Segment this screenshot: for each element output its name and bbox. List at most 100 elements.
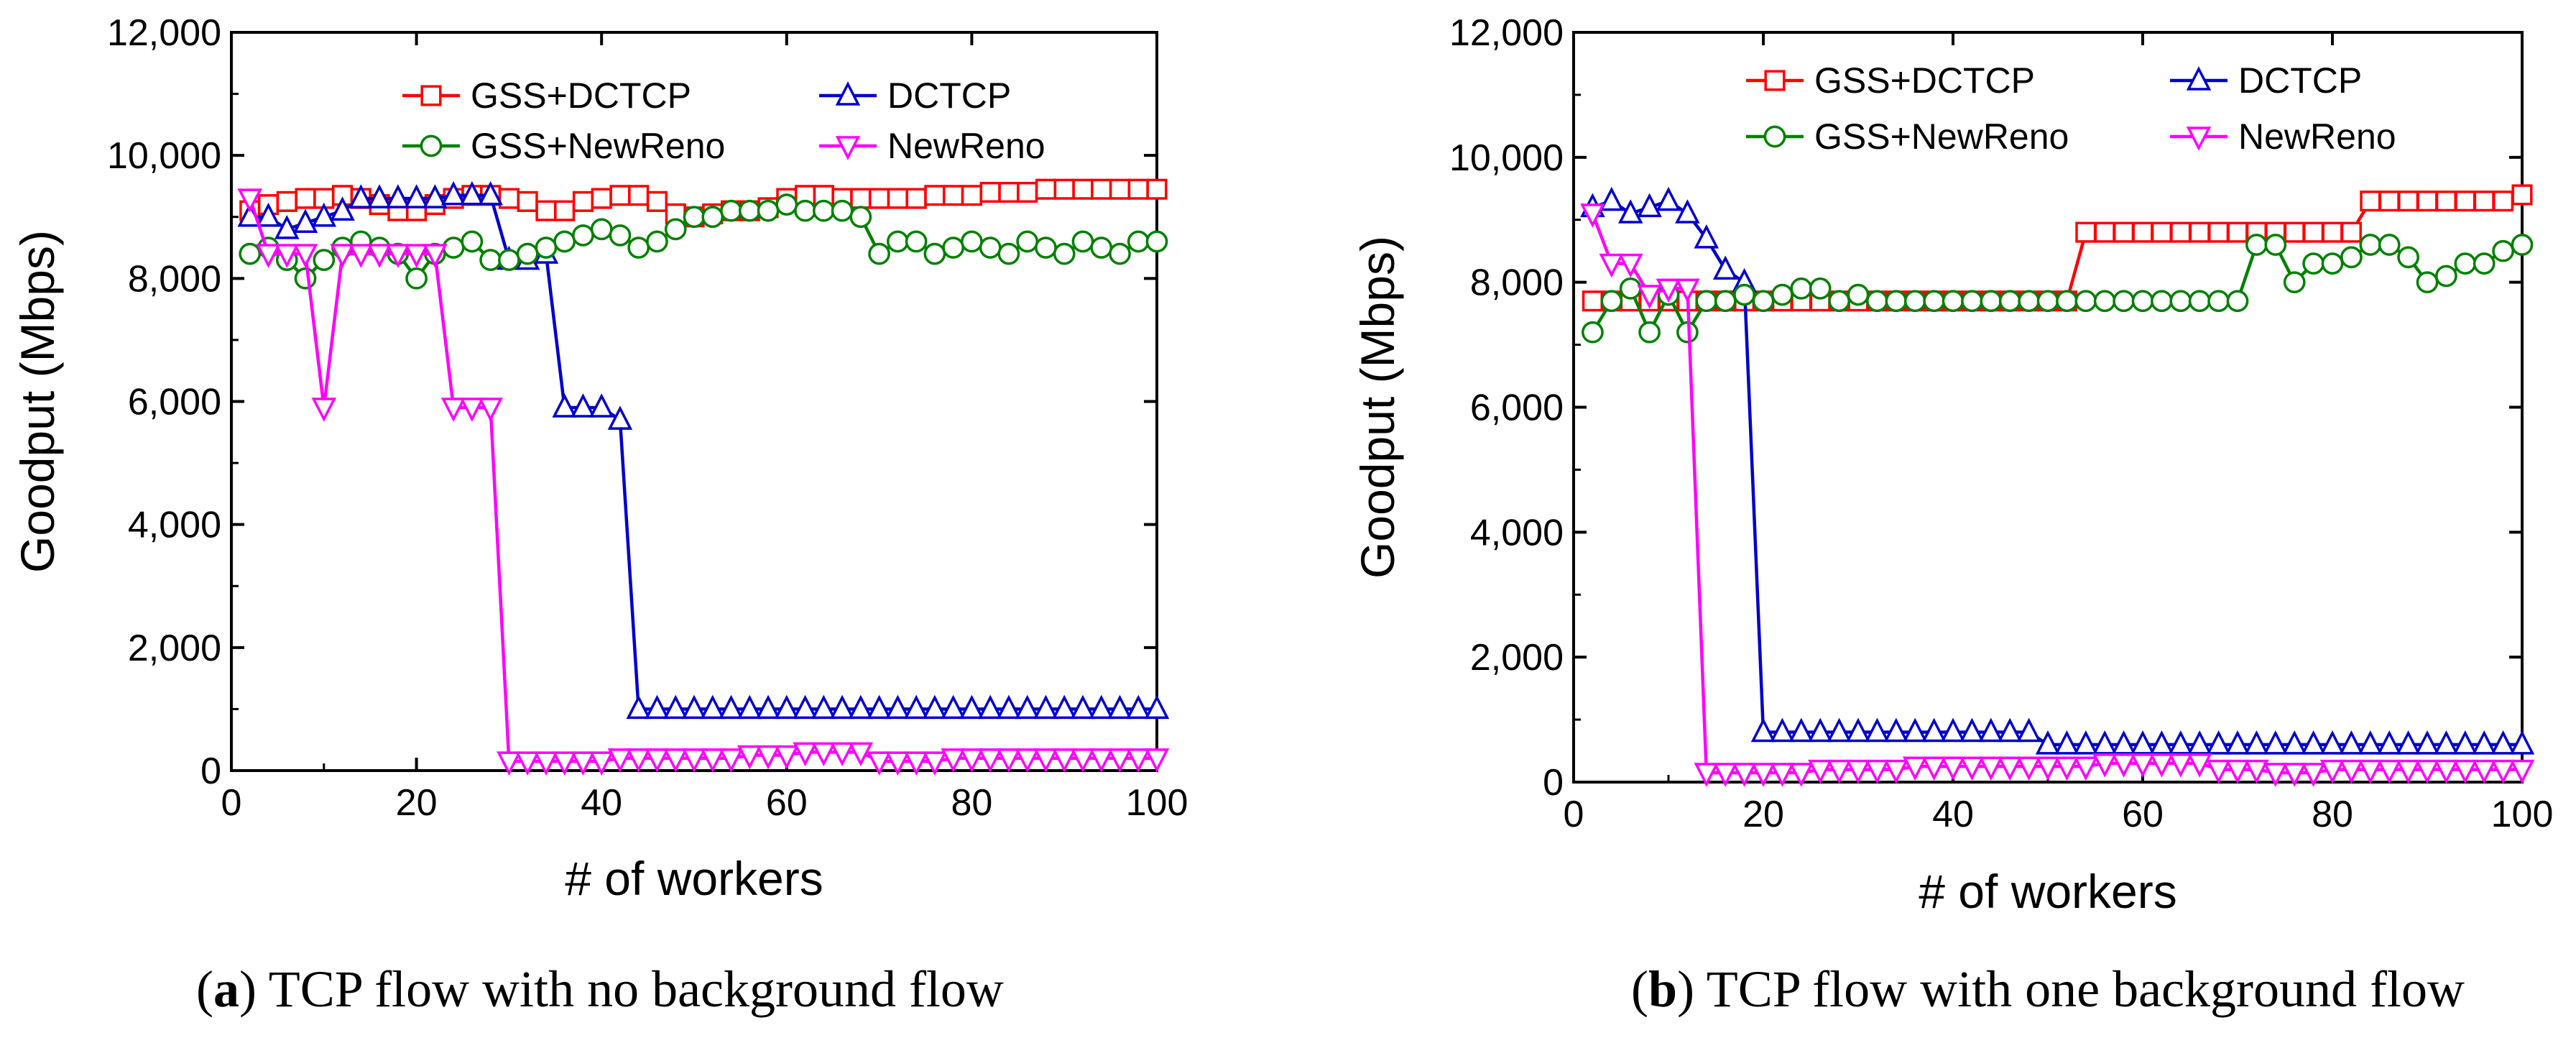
data-point [700,748,726,773]
data-point [1035,178,1056,200]
y-tick-label: 8,000 [1470,262,1564,304]
data-point [478,180,503,206]
legend-item: DCTCP [2170,60,2362,101]
data-point [1961,290,1983,313]
data-point [829,694,855,720]
caption-letter: a [213,960,239,1018]
data-point [2264,234,2287,256]
data-point [294,267,317,290]
data-point [572,190,594,212]
data-point [588,751,614,776]
data-point [1997,756,2023,781]
data-point [774,745,800,770]
data-point [1694,763,1719,787]
data-point [903,751,929,776]
data-point [2509,759,2535,784]
data-point [2301,730,2326,755]
data-point [738,199,761,222]
data-point [2035,730,2061,755]
data-point [737,745,762,770]
data-point [2340,246,2363,269]
data-point [1942,290,1965,313]
data-point [2322,221,2343,243]
data-point [2414,759,2440,784]
data-point [461,230,484,253]
data-point [1883,759,1909,784]
data-point [1144,694,1170,720]
data-point [609,224,632,247]
legend-marker [2186,127,2212,151]
data-point [1144,748,1170,773]
data-point [1072,178,1094,200]
y-tick-label: 10,000 [107,135,221,177]
data-point [256,244,281,268]
data-point [905,230,928,253]
data-point [849,206,872,229]
data-point [2302,252,2325,275]
caption-rest: ) TCP flow with no background flow [239,960,1004,1018]
data-point [1089,694,1114,720]
data-point [2284,221,2305,243]
data-point [977,748,1003,773]
data-point [2113,290,2135,313]
data-point [590,218,613,241]
data-point [942,236,964,259]
data-point [591,188,612,209]
data-point [2189,221,2210,243]
data-point [1599,186,1625,211]
data-point [793,742,818,767]
data-point [977,694,1003,720]
data-point [2016,717,2041,743]
data-point [1125,748,1151,773]
y-axis-title: Goodput (Mbps) [1351,236,1404,579]
data-point [2492,239,2514,262]
data-point [2016,756,2041,781]
chart-panel-a: 0 20 40 60 80 100 0 2,000 4,000 6,000 8,000 10,000 1… [11,12,1188,1018]
data-point [1940,717,1966,743]
series-gss-newreno [239,193,1168,290]
data-point [1959,756,1985,781]
data-point [2416,190,2438,212]
x-axis-title: # of workers [1919,865,2176,918]
data-point [2340,221,2362,243]
data-point [1582,321,1604,344]
data-point [1051,748,1077,773]
data-point [923,242,946,265]
data-point [1865,759,1890,784]
data-point [442,236,465,259]
x-tick-label: 40 [581,782,622,824]
data-point [2207,290,2230,313]
data-point [1998,290,2021,313]
data-point [295,188,316,209]
legend-marker [835,136,861,160]
data-point [1828,290,1850,313]
data-point [552,393,577,418]
y-tick-label: 12,000 [107,12,221,54]
data-point [2187,730,2212,755]
data-point [1035,236,1057,259]
data-point [1582,290,1603,312]
series-gss-newreno [1582,234,2534,344]
data-point [459,180,485,206]
data-point [719,748,744,773]
caption-open: ( [196,960,213,1018]
legend-item: GSS+NewReno [1746,116,2069,157]
data-point [1617,199,1643,224]
data-point [405,267,428,290]
data-point [366,244,392,268]
legend-label: NewReno [2238,116,2396,157]
data-point [922,694,948,720]
data-point [1638,321,1661,344]
data-point [237,188,263,213]
data-point [1750,763,1776,787]
data-point [850,188,872,209]
data-point [681,694,707,720]
y-tick-label: 0 [200,750,221,792]
data-point [1978,717,2004,743]
data-point [794,199,816,222]
y-axis-title: Goodput (Mbps) [11,230,64,573]
data-point [2454,252,2477,275]
data-point [961,185,982,206]
series-line [248,198,1157,763]
